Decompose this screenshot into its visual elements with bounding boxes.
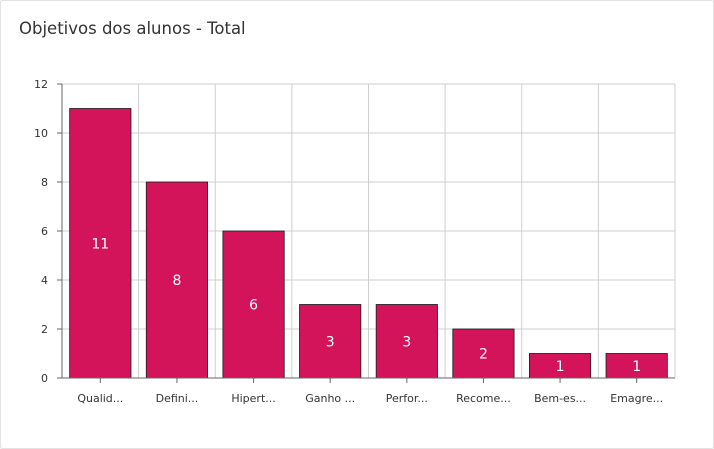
bar-data-label: 3 bbox=[402, 334, 411, 350]
bar-data-label: 11 bbox=[91, 236, 109, 252]
x-tick-label: Recome... bbox=[456, 392, 511, 405]
chart-grid bbox=[61, 83, 676, 379]
y-tick-label: 0 bbox=[41, 372, 48, 385]
bar-data-label: 8 bbox=[172, 273, 181, 289]
y-tick-label: 4 bbox=[41, 274, 48, 287]
bar-data-label: 6 bbox=[249, 298, 258, 314]
chart-axes bbox=[57, 83, 675, 383]
chart-labels: 02468101211Qualid...8Defini...6Hipert...… bbox=[34, 78, 663, 405]
chart-title: Objetivos dos alunos - Total bbox=[19, 19, 246, 38]
bar-data-label: 3 bbox=[326, 334, 335, 350]
bar-data-label: 2 bbox=[479, 347, 488, 363]
y-tick-label: 6 bbox=[41, 225, 48, 238]
bar-data-label: 1 bbox=[556, 359, 565, 375]
bar[interactable] bbox=[529, 353, 592, 379]
chart-bars bbox=[69, 108, 668, 379]
y-tick-label: 8 bbox=[41, 176, 48, 189]
x-tick-label: Ganho ... bbox=[305, 392, 355, 405]
x-tick-label: Emagre... bbox=[610, 392, 663, 405]
y-tick-label: 10 bbox=[34, 127, 48, 140]
x-tick-label: Perfor... bbox=[386, 392, 428, 405]
y-tick-label: 2 bbox=[41, 323, 48, 336]
y-tick-label: 12 bbox=[34, 78, 48, 91]
bar[interactable] bbox=[375, 304, 438, 379]
x-tick-label: Bem-es... bbox=[534, 392, 586, 405]
bar[interactable] bbox=[299, 304, 362, 379]
x-tick-label: Qualid... bbox=[77, 392, 123, 405]
bar[interactable] bbox=[452, 328, 515, 379]
bar-data-label: 1 bbox=[632, 359, 641, 375]
x-tick-label: Defini... bbox=[156, 392, 199, 405]
x-tick-label: Hipert... bbox=[231, 392, 275, 405]
